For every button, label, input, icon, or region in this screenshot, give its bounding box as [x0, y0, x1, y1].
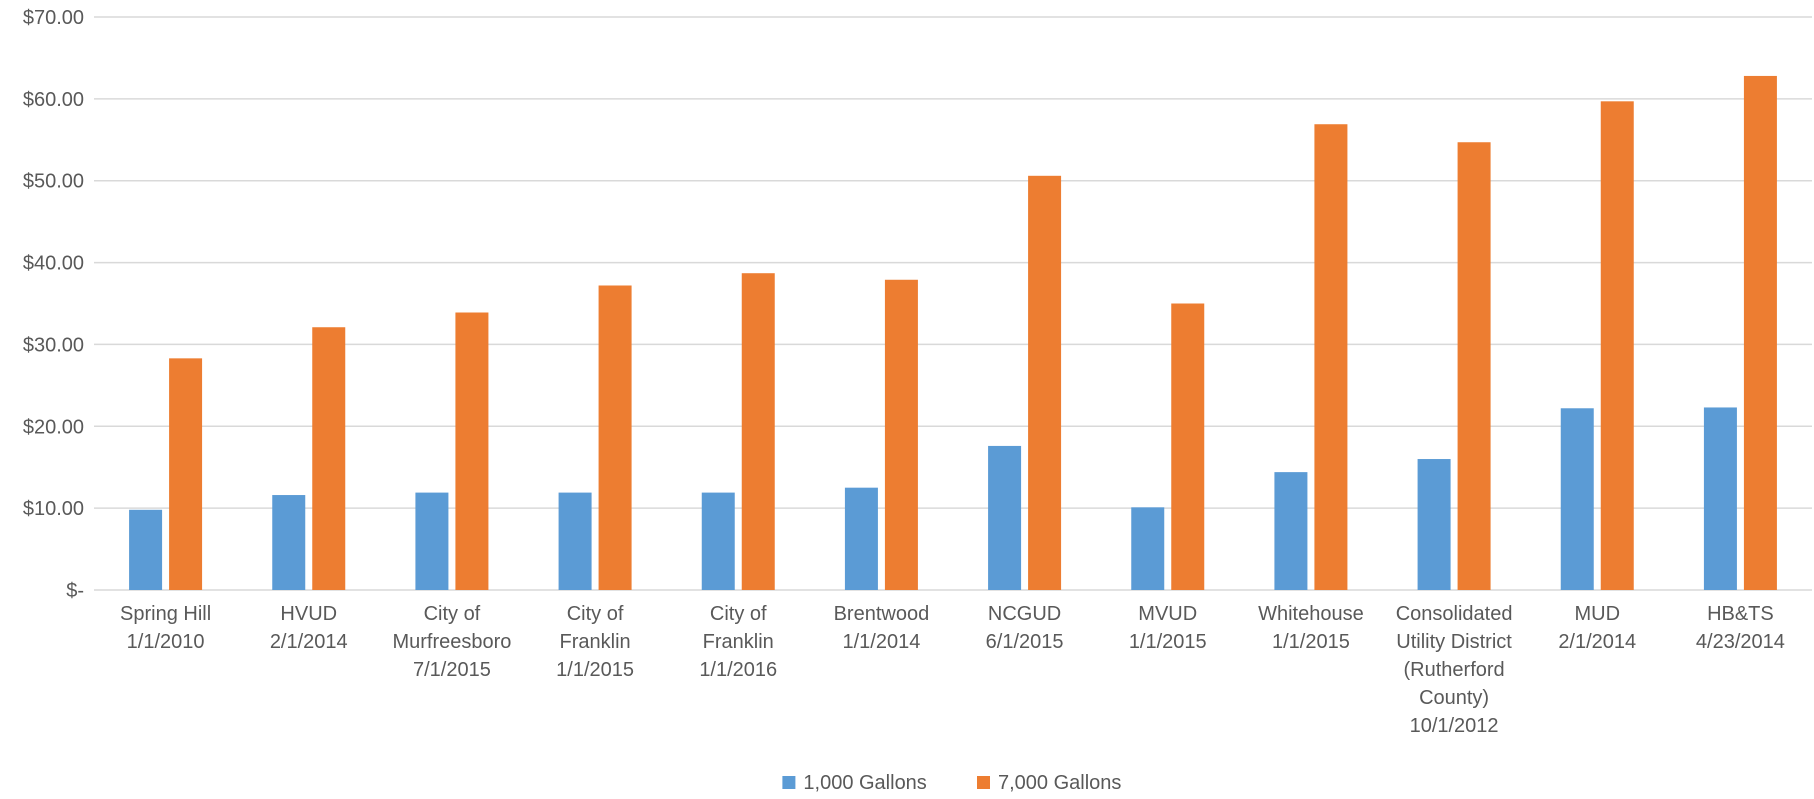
- x-category-label-line: 6/1/2015: [986, 631, 1064, 653]
- bar-series1: [844, 487, 878, 590]
- x-category-label-line: 1/1/2015: [1272, 631, 1350, 653]
- x-category-label-line: 2/1/2014: [270, 631, 348, 653]
- bar-series2: [169, 358, 203, 590]
- x-category-label-line: City of: [567, 603, 624, 625]
- bar-series2: [598, 285, 632, 590]
- y-tick-label: $50.00: [23, 171, 84, 193]
- x-axis-category-labels: Spring Hill 1/1/2010 HVUD 2/1/2014 City of Mu…: [120, 603, 1785, 737]
- y-tick-label: $10.00: [23, 498, 84, 520]
- x-category-label-line: 7/1/2015: [413, 659, 491, 681]
- x-category-label: City of Murfreesboro 7/1/2015: [392, 603, 511, 681]
- x-category-label: HVUD 2/1/2014: [270, 603, 348, 653]
- x-category-label-line: 1/1/2015: [1129, 631, 1207, 653]
- x-category-label-line: 1/1/2015: [556, 659, 634, 681]
- bar-series2: [1028, 175, 1062, 590]
- y-tick-label: $20.00: [23, 416, 84, 438]
- x-category-label-line: Franklin: [560, 631, 631, 653]
- bar-series2: [312, 327, 346, 590]
- bar-series1: [415, 492, 449, 590]
- legend-label: 7,000 Gallons: [998, 772, 1121, 794]
- x-category-label-line: City of: [710, 603, 767, 625]
- bar-series2: [1743, 75, 1777, 591]
- x-category-label-line: Brentwood: [834, 603, 930, 625]
- y-tick-label: $70.00: [23, 7, 84, 29]
- gridlines: [94, 16, 1812, 591]
- y-tick-label: $30.00: [23, 334, 84, 356]
- bar-series1: [1703, 407, 1737, 590]
- x-category-label-line: Spring Hill: [120, 603, 211, 625]
- x-category-label-line: City of: [424, 603, 481, 625]
- x-category-label-line: HB&TS: [1707, 603, 1774, 625]
- x-category-label-line: Consolidated: [1396, 603, 1513, 625]
- x-category-label: NCGUD 6/1/2015: [986, 603, 1064, 653]
- legend-swatch: [782, 776, 796, 789]
- x-category-label: Spring Hill 1/1/2010: [120, 603, 211, 653]
- x-category-label-line: Utility District: [1396, 631, 1512, 653]
- x-category-label-line: (Rutherford: [1404, 659, 1505, 681]
- bar-series1: [1131, 507, 1165, 590]
- x-category-label-line: Franklin: [703, 631, 774, 653]
- legend: 1,000 Gallons 7,000 Gallons: [782, 772, 1121, 794]
- bar-series1: [701, 492, 735, 590]
- bar-series2: [741, 273, 775, 590]
- x-category-label-line: 1/1/2014: [842, 631, 920, 653]
- x-category-label-line: 2/1/2014: [1558, 631, 1636, 653]
- x-category-label: Brentwood 1/1/2014: [834, 603, 930, 653]
- bar-series1: [129, 509, 163, 590]
- bar-series1: [1274, 472, 1308, 590]
- x-category-label: City of Franklin 1/1/2015: [556, 603, 634, 681]
- bar-series1: [558, 492, 592, 590]
- x-category-label-line: 10/1/2012: [1410, 715, 1499, 737]
- x-category-label-line: MVUD: [1138, 603, 1197, 625]
- bar-series1: [1560, 408, 1594, 590]
- x-category-label-line: Murfreesboro: [392, 631, 511, 653]
- y-tick-label: $60.00: [23, 89, 84, 111]
- x-category-label: MVUD 1/1/2015: [1129, 603, 1207, 653]
- bar-series2: [1457, 142, 1491, 590]
- legend-swatch: [977, 776, 990, 789]
- x-category-label: Whitehouse 1/1/2015: [1258, 603, 1364, 653]
- x-category-label-line: Whitehouse: [1258, 603, 1364, 625]
- bar-series2: [455, 312, 489, 590]
- bar-series1: [988, 445, 1022, 590]
- y-axis-tick-labels: $- $10.00 $20.00 $30.00 $40.00 $50.00 $60.00 $7…: [23, 7, 84, 602]
- x-category-label: City of Franklin 1/1/2016: [699, 603, 777, 681]
- x-category-label: MUD 2/1/2014: [1558, 603, 1636, 653]
- x-category-label-line: County): [1419, 687, 1489, 709]
- x-category-label-line: NCGUD: [988, 603, 1061, 625]
- legend-label: 1,000 Gallons: [803, 772, 926, 794]
- y-tick-label: $40.00: [23, 253, 84, 275]
- bar-series1: [1417, 459, 1451, 590]
- bars: [129, 75, 1777, 591]
- bar-series2: [1314, 124, 1348, 591]
- bar-series2: [1600, 101, 1634, 590]
- x-category-label-line: HVUD: [280, 603, 337, 625]
- y-tick-label: $-: [66, 580, 84, 602]
- x-category-label-line: MUD: [1574, 603, 1620, 625]
- bar-series2: [1171, 303, 1205, 590]
- x-category-label-line: 4/23/2014: [1696, 631, 1785, 653]
- x-category-label-line: 1/1/2010: [127, 631, 205, 653]
- bar-series2: [884, 279, 918, 590]
- x-category-label-line: 1/1/2016: [699, 659, 777, 681]
- x-category-label: Consolidated Utility District (Rutherford C…: [1396, 603, 1513, 737]
- x-category-label: HB&TS 4/23/2014: [1696, 603, 1785, 653]
- bar-series1: [272, 495, 306, 590]
